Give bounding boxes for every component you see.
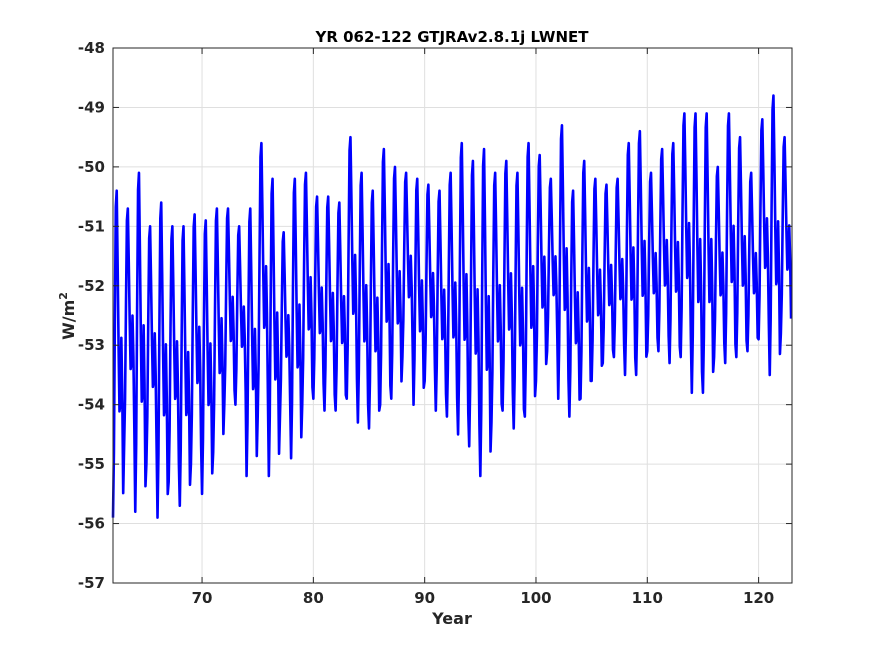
y-tick-label: -52 [78,277,105,295]
y-tick-label: -56 [78,515,105,533]
y-tick-label: -57 [78,574,105,592]
y-tick-label: -48 [78,39,105,57]
y-tick-label: -54 [78,396,105,414]
x-tick-label: 90 [414,589,435,607]
ticks [113,47,792,584]
x-tick-label: 80 [303,589,324,607]
x-tick-label: 110 [632,589,663,607]
y-axis-label-base: W/m [59,300,78,340]
x-tick-labels: 70 80 90 100 110 120 [192,589,775,607]
y-tick-label: -50 [78,158,105,176]
y-axis-label: W/m2 [57,292,78,340]
series-layer [111,94,793,519]
series-line [111,94,793,519]
y-tick-label: -51 [78,217,105,235]
x-tick-label: 70 [192,589,213,607]
x-tick-label: 100 [520,589,551,607]
plot-frame [112,47,793,584]
y-tick-label: -49 [78,98,105,116]
x-tick-label: 120 [743,589,774,607]
y-tick-label: -55 [78,455,105,473]
y-tick-label: -53 [78,336,105,354]
x-axis-label: Year [431,609,472,628]
y-tick-labels: -57 -56 -55 -54 -53 -52 -51 -50 -49 -48 [78,39,105,592]
y-axis-label-superscript: 2 [57,292,70,300]
chart-title: YR 062-122 GTJRAv2.8.1j LWNET [314,28,589,46]
